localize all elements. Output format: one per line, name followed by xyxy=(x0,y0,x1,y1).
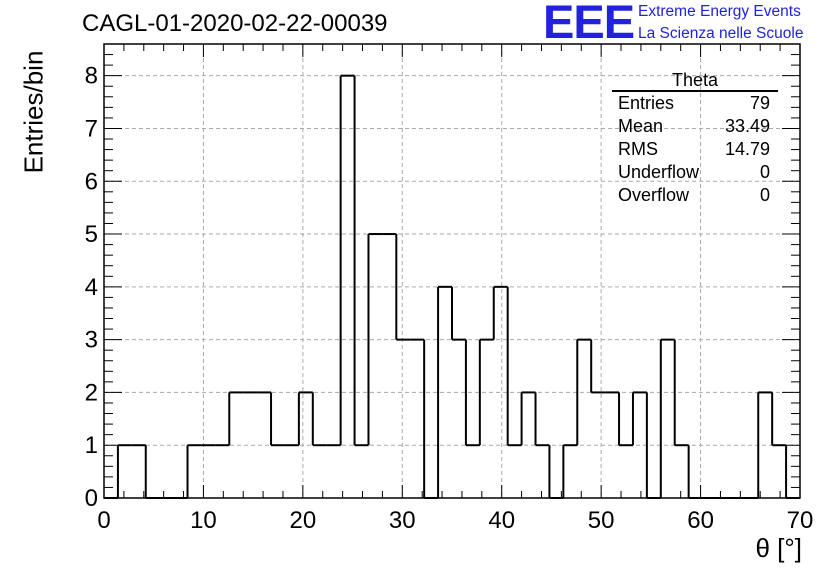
x-tick-label: 40 xyxy=(488,507,515,534)
y-tick-label: 0 xyxy=(85,485,98,512)
stats-label: RMS xyxy=(618,139,658,159)
x-tick-label: 60 xyxy=(687,507,714,534)
chart-title: CAGL-01-2020-02-22-00039 xyxy=(82,10,388,37)
y-tick-label: 8 xyxy=(85,63,98,90)
plot-frame xyxy=(103,43,801,499)
stats-value: 79 xyxy=(749,93,770,113)
stats-value: 0 xyxy=(759,185,770,205)
stats-label: Overflow xyxy=(618,185,690,205)
eee-logo: EEE xyxy=(543,0,635,48)
stats-value: 33.49 xyxy=(724,116,770,136)
y-axis-label: Entries/bin xyxy=(18,50,49,174)
stats-row-overflow: Overflow 0 xyxy=(610,184,778,207)
stats-value: 14.79 xyxy=(724,139,770,159)
x-tick-label: 50 xyxy=(588,507,615,534)
stats-label: Entries xyxy=(618,93,675,113)
logo-subtitle-2: La Scienza nelle Scuole xyxy=(638,25,804,42)
y-tick-label: 4 xyxy=(85,274,98,301)
x-axis-label: θ [°] xyxy=(755,533,802,563)
x-tick-label: 10 xyxy=(190,507,217,534)
x-tick-label: 0 xyxy=(97,507,110,534)
y-tick-label: 2 xyxy=(85,379,98,406)
y-tick-label: 3 xyxy=(85,327,98,354)
stats-row-entries: Entries 79 xyxy=(610,92,778,115)
logo-subtitle-1: Extreme Energy Events xyxy=(638,3,801,20)
stats-label: Underflow xyxy=(618,162,700,182)
y-tick-label: 7 xyxy=(85,115,98,142)
y-tick-label: 6 xyxy=(85,168,98,195)
y-tick-label: 1 xyxy=(85,432,98,459)
x-tick-label: 70 xyxy=(787,507,814,534)
x-tick-label: 30 xyxy=(389,507,416,534)
stats-value: 0 xyxy=(759,162,770,182)
stats-label: Mean xyxy=(618,116,664,136)
stats-box: Theta Entries 79 Mean 33.49 RMS 14.79 Un… xyxy=(610,71,778,207)
stats-title: Theta xyxy=(612,71,778,92)
y-tick-label: 5 xyxy=(85,221,98,248)
x-tick-label: 20 xyxy=(290,507,317,534)
stats-row-underflow: Underflow 0 xyxy=(610,161,778,184)
stats-row-rms: RMS 14.79 xyxy=(610,138,778,161)
stats-row-mean: Mean 33.49 xyxy=(610,115,778,138)
